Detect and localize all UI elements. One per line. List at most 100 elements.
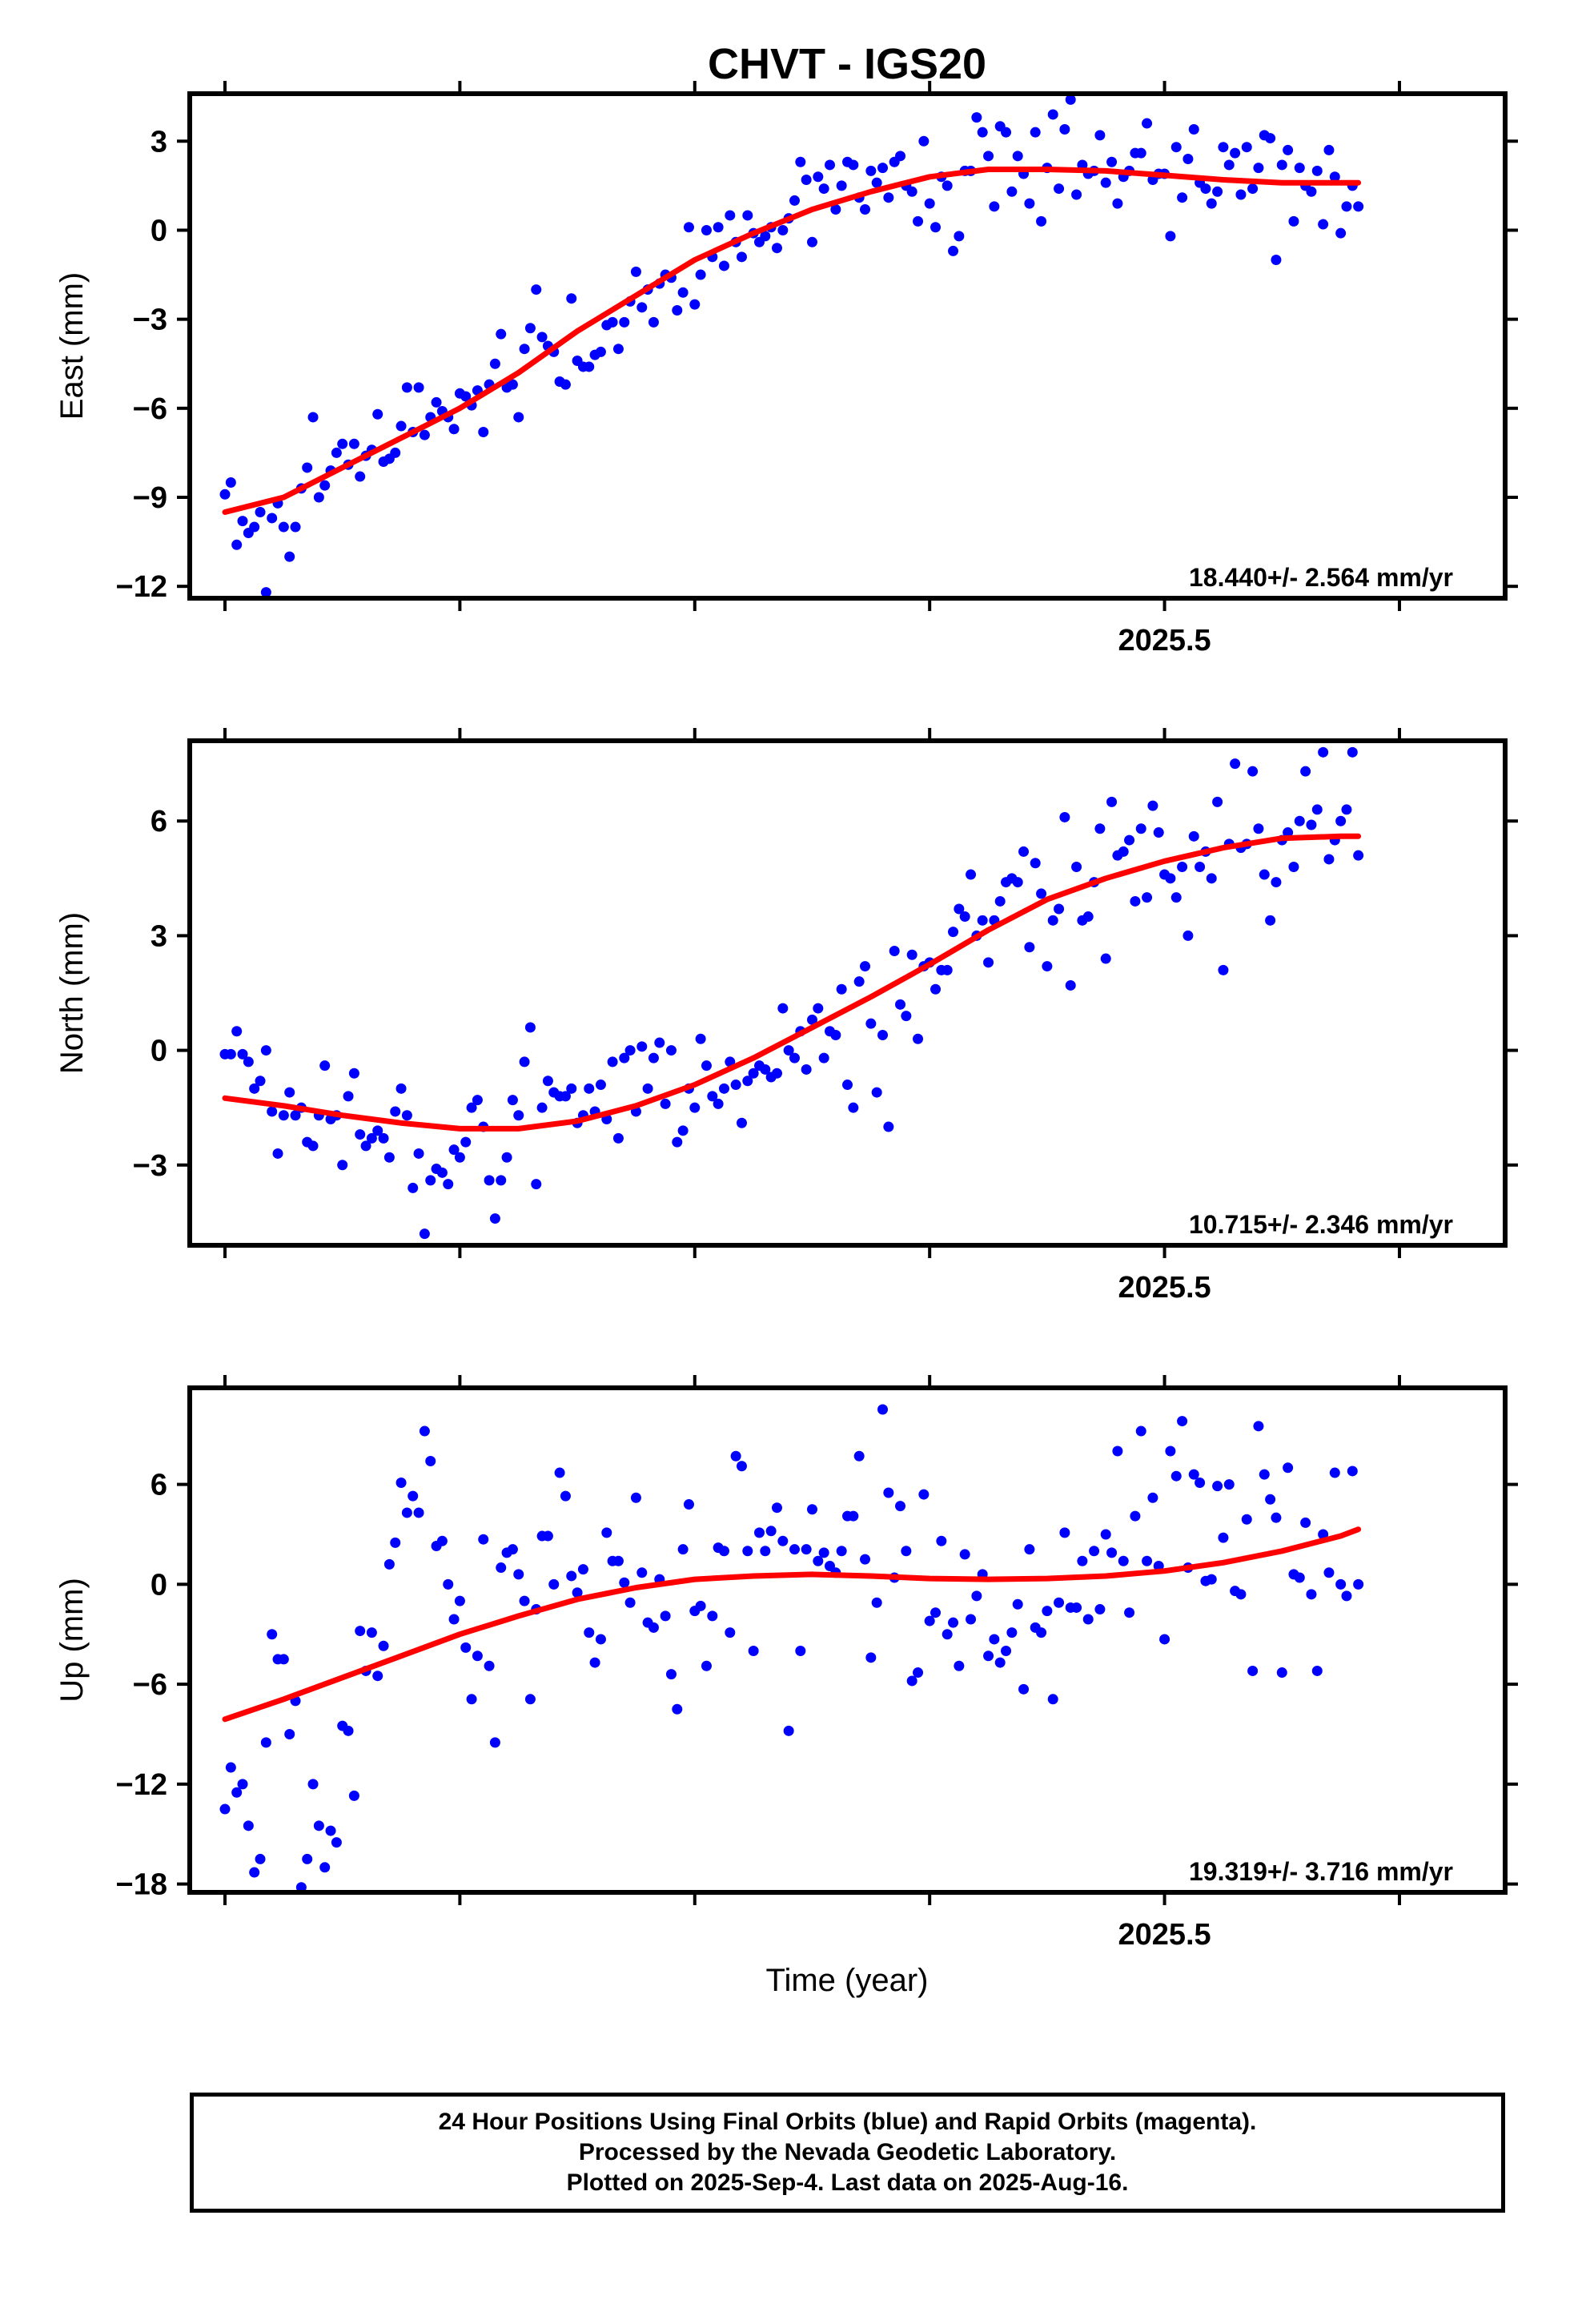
up-data-point	[824, 1560, 835, 1571]
east-data-point	[736, 251, 747, 263]
up-data-point	[918, 1489, 930, 1500]
up-data-point	[954, 1660, 965, 1671]
chart-title: CHVT - IGS20	[708, 40, 986, 88]
north-data-point	[1247, 766, 1259, 777]
east-data-point	[930, 222, 942, 233]
up-ytick-label: −6	[133, 1668, 167, 1702]
up-data-point	[1276, 1667, 1287, 1679]
north-data-point	[272, 1148, 283, 1159]
up-data-point	[665, 1669, 677, 1680]
east-data-point	[1006, 186, 1018, 197]
up-data-point	[454, 1595, 465, 1606]
east-data-point	[630, 266, 641, 277]
north-data-point	[672, 1136, 683, 1148]
east-data-point	[331, 447, 342, 458]
up-data-point	[1059, 1527, 1070, 1538]
north-data-point	[771, 1068, 782, 1079]
up-data-point	[566, 1570, 577, 1582]
east-data-point	[689, 299, 701, 310]
north-xtick-label: 2025.5	[1118, 1271, 1211, 1305]
north-data-point	[1147, 800, 1158, 811]
up-data-point	[307, 1779, 319, 1790]
east-data-point	[355, 471, 366, 482]
north-data-point	[806, 1014, 817, 1025]
east-data-point	[1188, 123, 1199, 135]
up-data-point	[1047, 1694, 1058, 1705]
east-data-point	[1106, 156, 1118, 167]
east-data-point	[1100, 177, 1111, 188]
east-data-point	[777, 224, 789, 235]
east-data-point	[1323, 144, 1335, 155]
up-data-point	[906, 1675, 917, 1687]
north-data-point	[255, 1076, 266, 1087]
up-data-point	[519, 1595, 530, 1606]
up-data-point	[701, 1660, 712, 1671]
up-data-point	[1159, 1634, 1170, 1645]
north-data-point	[413, 1148, 424, 1159]
north-y-axis-label: North (mm)	[54, 912, 90, 1074]
north-data-point	[1306, 819, 1317, 830]
up-data-point	[753, 1527, 765, 1538]
east-data-point	[1206, 198, 1217, 209]
north-data-point	[930, 983, 942, 995]
north-data-point	[443, 1179, 454, 1190]
east-data-point	[672, 305, 683, 316]
north-data-point	[267, 1106, 278, 1117]
east-data-point	[225, 476, 236, 488]
east-data-point	[560, 379, 571, 390]
east-data-point	[1341, 201, 1352, 212]
up-data-point	[1353, 1578, 1364, 1590]
north-data-point	[436, 1167, 448, 1178]
up-data-point	[225, 1762, 236, 1773]
up-data-point	[1212, 1481, 1223, 1492]
up-data-point	[1082, 1614, 1094, 1625]
north-data-point	[337, 1160, 348, 1171]
east-data-point	[1253, 163, 1264, 174]
north-data-point	[1135, 823, 1146, 834]
east-data-point	[971, 112, 982, 123]
east-data-point	[1047, 109, 1058, 120]
up-data-point	[971, 1590, 982, 1602]
north-data-point	[736, 1117, 747, 1128]
east-data-point	[906, 186, 917, 197]
north-data-point	[390, 1106, 401, 1117]
up-data-point	[343, 1725, 354, 1736]
north-ytick-label: 6	[151, 805, 167, 838]
up-data-point	[748, 1646, 759, 1657]
up-data-point	[1271, 1512, 1282, 1523]
north-data-point	[1212, 796, 1223, 807]
north-data-point	[1253, 823, 1264, 834]
north-data-point	[836, 983, 847, 995]
up-data-point	[524, 1694, 536, 1705]
east-y-axis-label: East (mm)	[54, 272, 90, 420]
up-data-point	[396, 1478, 407, 1489]
up-data-point	[695, 1600, 706, 1611]
up-data-point	[789, 1544, 800, 1555]
east-data-point	[1212, 186, 1223, 197]
north-data-point	[901, 1011, 912, 1022]
up-panel: 6 0 −6 −12 −18 2025.5 19.319+/- 3.716 mm/yr Up …	[54, 1375, 1518, 1952]
east-data-point	[1235, 189, 1247, 200]
east-data-point	[1218, 142, 1229, 153]
north-data-point	[1030, 858, 1041, 869]
north-data-point	[237, 1048, 248, 1059]
north-data-point	[619, 1052, 630, 1063]
north-data-point	[1106, 796, 1118, 807]
north-data-point	[1323, 854, 1335, 865]
up-data-point	[1241, 1514, 1252, 1525]
north-data-point	[883, 1121, 894, 1132]
north-data-point	[378, 1132, 389, 1144]
up-data-point	[783, 1725, 794, 1736]
east-data-point	[478, 426, 489, 437]
east-data-point	[1135, 147, 1146, 159]
east-data-point	[677, 287, 689, 298]
up-data-point	[930, 1607, 942, 1618]
up-data-point	[249, 1867, 260, 1878]
east-model-fit-line	[222, 167, 1362, 515]
east-panel: 3 0 −3 −6 −9 −12 2025.5 18.440+/- 2.564 mm/yr Ea…	[54, 81, 1518, 657]
north-data-point	[1094, 823, 1106, 834]
north-plot-frame	[187, 738, 1508, 1248]
up-data-point	[683, 1499, 694, 1510]
up-data-point	[1335, 1578, 1347, 1590]
east-ytick-label: −6	[133, 392, 167, 426]
